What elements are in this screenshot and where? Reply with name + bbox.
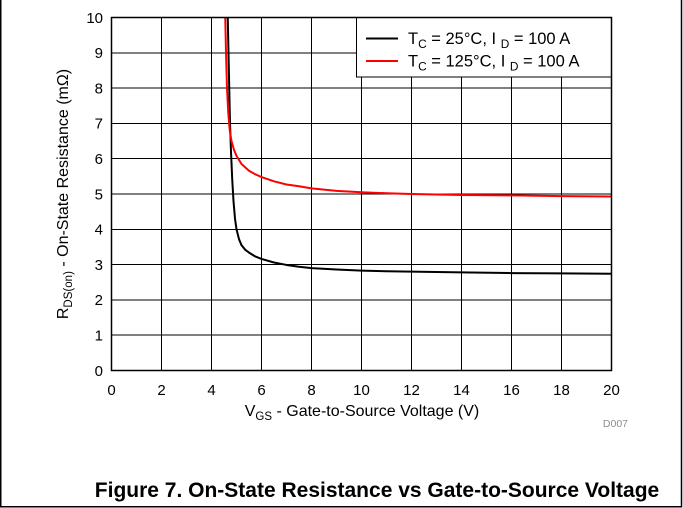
y-tick-label: 7: [95, 116, 103, 133]
y-tick-label: 5: [95, 186, 103, 203]
subscript-text: D: [501, 37, 510, 51]
legend-label: TC = 25°C, I D = 100 A: [408, 30, 570, 51]
x-tick-label: 8: [307, 382, 315, 399]
subscript-text: D: [510, 60, 519, 74]
y-tick-label: 2: [95, 292, 103, 309]
label-text: = 100 A: [509, 30, 570, 48]
y-tick-label: 6: [95, 151, 103, 168]
x-tick-label: 20: [603, 382, 620, 399]
x-tick-label: 12: [403, 382, 420, 399]
y-tick-label: 0: [95, 363, 103, 380]
x-axis-label: VGS - Gate-to-Source Voltage (V): [245, 403, 480, 423]
label-text: T: [408, 53, 418, 71]
x-tick-label: 14: [453, 382, 470, 399]
x-tick-label: 16: [503, 382, 520, 399]
subscript-text: GS: [255, 411, 272, 423]
figure-code: D007: [603, 418, 628, 430]
label-text: = 125°C, I: [427, 53, 510, 71]
y-tick-label: 9: [95, 45, 103, 62]
label-text: = 25°C, I: [427, 30, 501, 48]
subscript-text: DS(on): [63, 271, 75, 308]
legend-label: TC = 125°C, I D = 100 A: [408, 53, 579, 74]
label-text: T: [408, 30, 418, 48]
label-text: V: [245, 403, 256, 420]
x-tick-label: 6: [257, 382, 265, 399]
x-tick-label: 0: [107, 382, 115, 399]
label-text: R: [55, 308, 72, 320]
y-tick-labels: 0 1 2 3 4 5 6 7 8 9 10: [86, 10, 103, 380]
label-text: - On-State Resistance (mΩ): [55, 69, 72, 271]
y-tick-label: 1: [95, 328, 103, 345]
y-axis-label: RDS(on) - On-State Resistance (mΩ): [55, 69, 75, 319]
x-tick-label: 2: [157, 382, 165, 399]
x-tick-labels: 0 2 4 6 8 10 12 14 16 18 20: [107, 382, 620, 399]
y-tick-label: 10: [86, 10, 103, 27]
label-text: - Gate-to-Source Voltage (V): [272, 403, 479, 420]
label-text: = 100 A: [518, 53, 579, 71]
y-tick-label: 4: [95, 222, 103, 239]
y-tick-label: 3: [95, 257, 103, 274]
x-tick-label: 4: [207, 382, 215, 399]
x-tick-label: 10: [353, 382, 370, 399]
figure-caption: Figure 7. On-State Resistance vs Gate-to…: [95, 479, 659, 502]
x-tick-label: 18: [553, 382, 570, 399]
y-tick-label: 8: [95, 80, 103, 97]
legend: TC = 25°C, I D = 100 ATC = 125°C, I D = …: [357, 18, 612, 78]
